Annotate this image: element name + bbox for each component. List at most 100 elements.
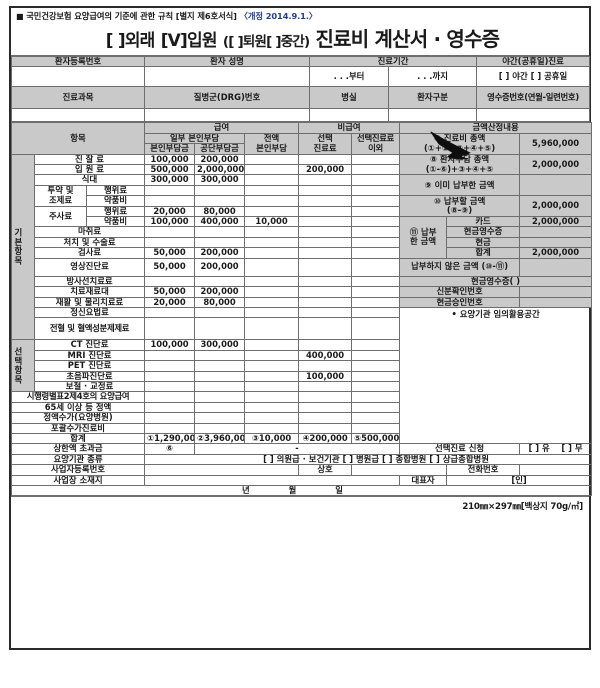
label-treatment-period: 진료기간: [308, 55, 478, 68]
row-self-5: 20,000: [144, 205, 196, 218]
row-full-12: [244, 286, 300, 298]
calc-value-cash: [519, 236, 593, 249]
label-other-line2: 이외: [368, 142, 383, 153]
table-row: 입 원 료 500,000 2,000,000 200,000: [12, 164, 592, 176]
row-other-17: [351, 349, 401, 362]
row-label-24: 포괄수가진료비: [10, 422, 146, 434]
calc-label-already-paid: ⑨ 이미 납부한 금액: [399, 174, 521, 197]
row-self-7: [144, 226, 196, 238]
value-receipt-no[interactable]: [476, 108, 591, 123]
calc-value-id-confirm[interactable]: [519, 286, 593, 298]
row-insurer-21: [194, 391, 246, 403]
table-row: 검사료 50,000 200,000 합계 2,000,000: [12, 247, 593, 259]
address-label: 사업장 소재지: [10, 474, 146, 487]
row-self-9: 50,000: [144, 247, 196, 259]
address-value[interactable]: [144, 474, 401, 487]
calc-label-total-fee: ⑦ 진료비 총액 (①+②+③+④+⑤): [399, 132, 521, 155]
selective-request-options[interactable]: [ ] 유 [ ] 무: [519, 443, 593, 455]
row-label-19: 초음파진단료: [33, 370, 146, 382]
label-night-holiday: 야간(공휴일)진료: [476, 55, 591, 68]
calc-value-cash-approve[interactable]: [519, 296, 593, 308]
value-period-from[interactable]: . . .부터: [309, 66, 389, 88]
excess-mark: ⑥: [144, 443, 196, 455]
calc-label-cash-receipt-field[interactable]: 현금영수증( ): [399, 275, 593, 288]
row-full-15: [244, 317, 300, 341]
row-sel-15: [298, 317, 353, 341]
row-self-6: 100,000: [144, 216, 196, 228]
value-period-to[interactable]: . . .까지: [387, 66, 478, 88]
row-full-1: [244, 164, 300, 176]
row-self-15: [144, 317, 196, 341]
phone-label: 전화번호: [446, 464, 521, 476]
title-inpatient: [V]입원: [160, 31, 218, 51]
value-patient-name[interactable]: [144, 66, 310, 88]
row-full-9: [244, 247, 300, 259]
row-label-12: 치료재료대: [33, 286, 146, 298]
calc-label-paid-line2: 한 금액: [410, 236, 437, 247]
row-self-12: 50,000: [144, 286, 196, 298]
value-department[interactable]: [11, 108, 145, 123]
row-label-23: 정액수가(요양병원): [10, 412, 146, 424]
row-insurer-13: 80,000: [194, 296, 246, 308]
patient-header-row-labels: 환자등록번호 환자 성명 진료기간 야간(공휴일)진료: [11, 55, 591, 68]
checkbox-selective-no[interactable]: [ ] 무: [561, 443, 583, 454]
calc-method-card: 카드: [446, 216, 521, 228]
row-label-13: 재활 및 물리치료료: [33, 296, 146, 308]
row-other-10: [351, 257, 401, 277]
business-no-value[interactable]: [144, 464, 300, 476]
row-sel-5: [298, 205, 353, 218]
value-patient-no[interactable]: [11, 66, 145, 88]
selective-request-label: 선택진료 신청: [399, 443, 521, 455]
calc-method-cash: 현금: [446, 236, 521, 249]
row-full-18: [244, 360, 300, 372]
row-sel-6: [298, 216, 353, 228]
totals-insurer: ②3,960,000: [194, 432, 246, 445]
value-drg-no[interactable]: [144, 108, 310, 123]
calc-value-already-paid: [519, 174, 593, 197]
row-insurer-20: [194, 380, 246, 393]
row-self-23: [144, 412, 196, 424]
value-room[interactable]: [309, 108, 389, 123]
label-receipt-no: 영수증번호(연월-일련번호): [476, 86, 591, 110]
row-full-16: [244, 339, 300, 351]
institution-type-options[interactable]: [ ] 의원급 · 보건기관 [ ] 병원급 [ ] 종합병원 [ ] 상급종합…: [144, 453, 593, 466]
label-other-than-selective: 선택진료료 이외: [351, 132, 401, 155]
amount-column-header: 본인부담금 공단부담금: [12, 143, 592, 155]
row-other-9: [351, 247, 401, 259]
value-patient-type[interactable]: [387, 108, 478, 123]
row-sublabel-3: 행위료: [85, 184, 146, 197]
address-row: 사업장 소재지 대표자 [인]: [10, 474, 593, 487]
row-full-4: [244, 195, 300, 207]
row-sel-24: [298, 422, 353, 434]
row-other-3: [351, 184, 401, 197]
row-full-11: [244, 275, 300, 288]
row-label-2: 식대: [33, 174, 146, 186]
trade-name-value[interactable]: [351, 464, 448, 476]
phone-value[interactable]: [519, 464, 593, 476]
representative-value[interactable]: [인]: [446, 474, 593, 487]
row-label-22: 65세 이상 등 정액: [10, 401, 146, 414]
patient-header-row2-labels: 진료과목 질병군(DRG)번호 병실 환자구분 영수증번호(연월-일련번호): [11, 86, 591, 110]
paper-spec-note: 210㎜×297㎜[백상지 70g/㎡]: [11, 496, 589, 514]
row-label-15: 전혈 및 혈액성분제제료: [33, 317, 146, 341]
seal-mark: [인]: [511, 475, 527, 485]
table-row: 보철 · 교정료: [12, 380, 592, 393]
section-label-basic-text: 기본항목: [13, 228, 24, 266]
row-sel-14: [298, 306, 353, 319]
row-sel-3: [298, 184, 353, 197]
calc-label-payable-line1: ⑩ 납부할 금액: [433, 195, 486, 206]
row-sel-22: [298, 401, 353, 414]
date-line[interactable]: 년 월 일: [10, 484, 593, 497]
row-self-8: [144, 236, 196, 249]
institution-type-label: 요양기관 종류: [10, 453, 146, 466]
checkbox-night-holiday[interactable]: [ ] 야간 [ ] 공휴일: [476, 66, 591, 88]
checkbox-selective-yes[interactable]: [ ] 유: [528, 443, 550, 454]
institution-type-row: 요양기관 종류 [ ] 의원급 · 보건기관 [ ] 병원급 [ ] 종합병원 …: [10, 453, 593, 466]
row-sel-2: [298, 174, 353, 186]
row-label-11: 방사선치료료: [33, 275, 146, 288]
page-title: [ ]외래 [V]입원 ([ ]퇴원[ ]중간) 진료비 계산서 · 영수증: [16, 22, 589, 55]
calc-label-patient-total: ⑧ 환자부담 총액 (①-⑥)+③+④+⑤: [399, 153, 521, 176]
row-insurer-10: 200,000: [194, 257, 246, 277]
table-row: 초음파진단료 100,000: [12, 370, 592, 382]
